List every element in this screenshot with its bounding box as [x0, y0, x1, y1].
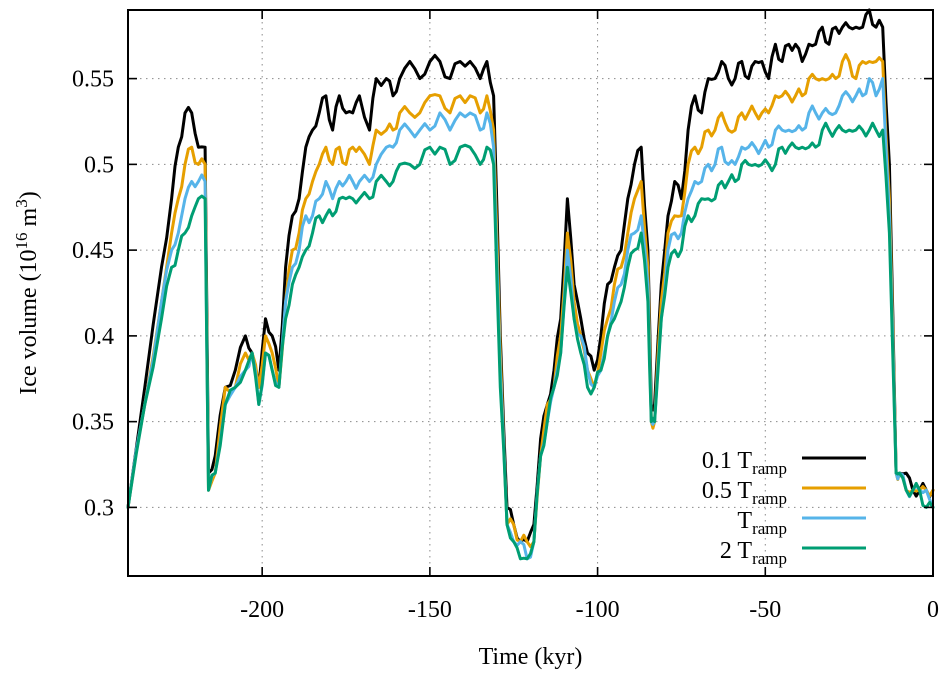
y-axis-title-sup1: 16	[12, 232, 31, 249]
legend-label-sub: ramp	[752, 519, 787, 538]
y-axis-title: Ice volume (1016 m3)	[12, 191, 42, 394]
x-tick-label: 0	[927, 597, 939, 623]
legend-label-sub: ramp	[752, 549, 787, 568]
y-axis-title-end: )	[16, 191, 42, 199]
legend-label-3: Tramp	[737, 508, 787, 538]
series-lines	[126, 8, 935, 561]
x-tick-label: -150	[408, 597, 452, 623]
y-axis-title-main: Ice volume (10	[16, 249, 42, 394]
y-tick-label: 0.3	[84, 495, 114, 521]
legend-label-sub: ramp	[752, 459, 787, 478]
y-tick-label: 0.55	[72, 67, 114, 93]
x-tick-label: -100	[576, 597, 620, 623]
axis-ticks: -200 -150 -100 -50 0 0.3 0.35 0.4 0.45 0.5 0.55	[72, 10, 939, 623]
legend-label-1: 0.1 Tramp	[702, 448, 787, 478]
y-tick-label: 0.35	[72, 410, 114, 436]
legend-label-main: 2 T	[720, 538, 753, 564]
legend-label-2: 0.5 Tramp	[702, 478, 787, 508]
y-tick-label: 0.45	[72, 238, 114, 264]
y-tick-label: 0.4	[84, 324, 114, 350]
series-line-4	[126, 121, 935, 561]
legend-label-main: 0.5 T	[702, 478, 753, 504]
grid	[128, 10, 933, 576]
series-line-1	[126, 8, 935, 544]
x-tick-label: -50	[749, 597, 781, 623]
plot-frame	[127, 9, 934, 577]
series-line-2	[126, 53, 935, 549]
legend-label-main: T	[737, 508, 752, 534]
x-tick-label: -200	[240, 597, 284, 623]
legend-label-main: 0.1 T	[702, 448, 753, 474]
y-tick-label: 0.5	[84, 152, 114, 178]
legend-label-sub: ramp	[752, 489, 787, 508]
x-axis-title: Time (kyr)	[479, 644, 583, 670]
y-axis-title-mid: m	[16, 207, 42, 232]
y-axis-title-sup2: 3	[12, 199, 31, 208]
legend-label-4: 2 Tramp	[720, 538, 787, 568]
